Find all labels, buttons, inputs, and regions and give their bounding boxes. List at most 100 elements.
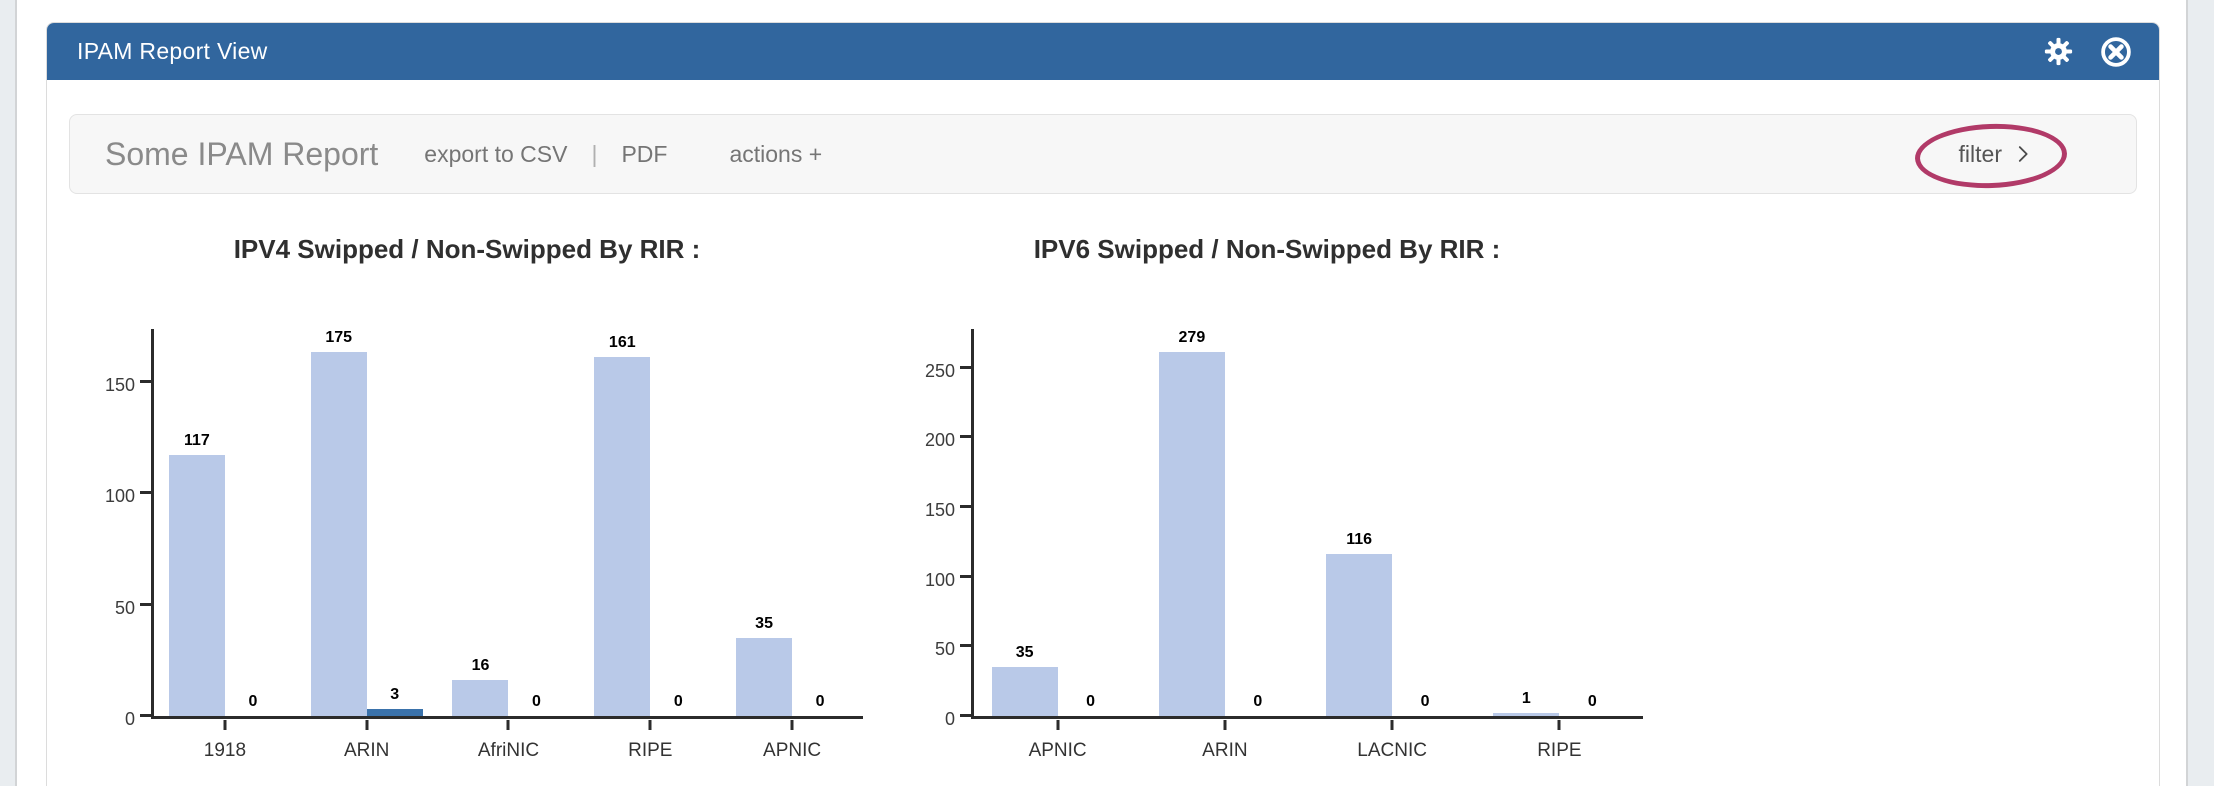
x-axis-label: RIPE xyxy=(1537,740,1582,761)
bar-value-label: 3 xyxy=(390,686,400,703)
bar-value-label: 175 xyxy=(325,329,353,346)
bar-group: 1 0 RIPE xyxy=(1493,329,1625,761)
y-tick-mark xyxy=(140,714,151,717)
y-axis-labels: 0 50 100 150 xyxy=(71,329,151,729)
bar-value-label: 0 xyxy=(673,693,683,710)
circle-x-icon xyxy=(2101,36,2131,67)
export-csv-button[interactable]: export to CSV xyxy=(424,140,568,167)
bar-group: 35 0 APNIC xyxy=(736,329,848,761)
bar-slot: 35 xyxy=(991,329,1058,716)
bar-value-label: 0 xyxy=(1086,693,1096,710)
bar xyxy=(1326,554,1393,716)
bar xyxy=(1493,713,1560,716)
settings-button[interactable] xyxy=(2039,33,2077,71)
bar xyxy=(991,667,1058,716)
bar-slot: 3 xyxy=(366,329,423,716)
y-tick-mark xyxy=(960,575,971,578)
bar-slot: 161 xyxy=(594,329,651,716)
chart-ipv4: IPV4 Swipped / Non-Swipped By RIR : 0 50 1… xyxy=(71,234,863,761)
actions-menu-button[interactable]: actions + xyxy=(729,140,823,167)
chart-title: IPV6 Swipped / Non-Swipped By RIR : xyxy=(1033,234,1501,264)
x-tick-mark xyxy=(1056,720,1060,730)
plot-wrap: 0 50 100 150 117 0 1918 175 3 ARIN 16 0 AfriNIC 161 0… xyxy=(71,329,863,761)
bar-value-label: 1 xyxy=(1521,690,1531,707)
plot-area: 35 0 APNIC 279 0 ARIN 116 0 LACNIC 1 0 RIPE xyxy=(960,329,1643,761)
x-tick-mark xyxy=(790,720,794,730)
bar-value-label: 116 xyxy=(1346,531,1373,548)
y-tick-mark xyxy=(140,603,151,606)
y-tick-label: 0 xyxy=(124,709,135,729)
x-tick-mark xyxy=(365,720,369,730)
y-tick-mark xyxy=(960,644,971,647)
bar xyxy=(452,680,509,716)
bar-slot: 117 xyxy=(168,329,225,716)
toolbar: Some IPAM Report export to CSV | PDF act… xyxy=(69,114,2137,194)
bars: 117 0 1918 175 3 ARIN 16 0 AfriNIC 161 0 RIPE 35 0 APN… xyxy=(154,329,863,761)
filter-label: filter xyxy=(1958,140,2002,167)
bar-slot: 16 xyxy=(452,329,509,716)
y-tick-mark xyxy=(140,491,151,494)
y-tick-label: 250 xyxy=(924,361,955,381)
report-title: Some IPAM Report xyxy=(105,135,379,172)
bar-value-label: 0 xyxy=(815,693,825,710)
bars: 35 0 APNIC 279 0 ARIN 116 0 LACNIC 1 0 RIPE xyxy=(974,329,1643,761)
bar-value-label: 0 xyxy=(248,693,258,710)
y-tick-label: 50 xyxy=(934,639,955,659)
content-card: IPAM Report View xyxy=(15,0,2188,786)
plot-area: 117 0 1918 175 3 ARIN 16 0 AfriNIC 161 0 RIPE 35 0 APN… xyxy=(140,329,863,761)
x-tick-mark xyxy=(223,720,227,730)
toolbar-separator: | xyxy=(591,140,598,167)
x-axis-label: ARIN xyxy=(343,740,390,761)
y-tick-label: 150 xyxy=(924,500,955,520)
x-axis-label: ARIN xyxy=(1202,740,1248,761)
bar-group: 16 0 AfriNIC xyxy=(452,329,564,761)
y-tick-mark xyxy=(960,435,971,438)
panel-body: Some IPAM Report export to CSV | PDF act… xyxy=(47,80,2159,779)
bar xyxy=(594,357,651,716)
y-tick-label: 100 xyxy=(104,486,135,506)
bar-group: 117 0 1918 xyxy=(168,329,281,761)
bar-group: 279 0 ARIN xyxy=(1158,329,1291,761)
plot-wrap: 0 50 100 150 200 250 35 0 APNIC 279 0 ARIN 116 0 LACN… xyxy=(891,329,1643,761)
pdf-button[interactable]: PDF xyxy=(621,140,668,167)
bar-value-label: 0 xyxy=(1587,693,1597,710)
chevron-right-icon xyxy=(2018,146,2028,162)
filter-wrap: filter xyxy=(1913,120,2068,191)
y-tick-label: 150 xyxy=(104,375,135,395)
bar-value-label: 117 xyxy=(183,432,210,449)
x-tick-mark xyxy=(1557,720,1561,730)
bar-slot: 35 xyxy=(736,329,793,716)
bar-slot: 0 xyxy=(508,329,564,716)
x-axis-label: AfriNIC xyxy=(477,740,540,761)
bar-value-label: 0 xyxy=(1253,693,1263,710)
gear-icon xyxy=(2044,37,2072,66)
bar-value-label: 0 xyxy=(1420,693,1430,710)
bar-value-label: 35 xyxy=(755,615,773,632)
bar-slot: 279 xyxy=(1158,329,1225,716)
y-tick-mark xyxy=(140,380,151,383)
close-button[interactable] xyxy=(2097,33,2135,71)
bar-group: 116 0 LACNIC xyxy=(1326,329,1458,761)
bar-slot: 0 xyxy=(792,329,848,716)
x-tick-mark xyxy=(506,720,510,730)
bar-group: 35 0 APNIC xyxy=(991,329,1124,761)
bar-slot: 0 xyxy=(1559,329,1625,716)
x-axis-label: RIPE xyxy=(628,740,673,761)
bar-value-label: 279 xyxy=(1178,329,1206,346)
report-panel: IPAM Report View xyxy=(46,22,2160,786)
bar xyxy=(1158,352,1225,716)
x-axis-label: 1918 xyxy=(203,740,247,761)
bar-value-label: 16 xyxy=(471,657,490,674)
y-tick-mark xyxy=(960,366,971,369)
bar-value-label: 35 xyxy=(1015,644,1034,661)
bar xyxy=(310,352,367,716)
y-tick-label: 50 xyxy=(114,598,135,618)
bar-group: 175 3 ARIN xyxy=(310,329,423,761)
bar-value-label: 161 xyxy=(608,334,636,351)
header-actions xyxy=(2039,33,2135,71)
x-axis-label: APNIC xyxy=(1028,740,1087,761)
x-tick-mark xyxy=(648,720,652,730)
bar-slot: 1 xyxy=(1493,329,1560,716)
bar-slot: 0 xyxy=(225,329,281,716)
filter-button[interactable]: filter xyxy=(1959,141,2034,168)
